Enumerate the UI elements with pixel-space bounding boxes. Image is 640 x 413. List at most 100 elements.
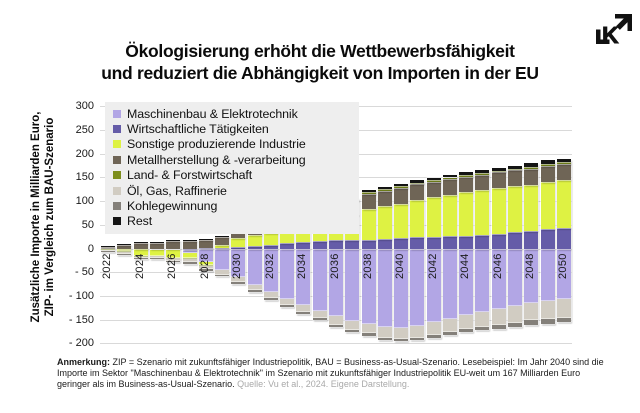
bar-segment <box>101 249 116 252</box>
bar-segment <box>556 227 571 249</box>
bar-segment <box>475 173 490 175</box>
bar-segment <box>263 245 278 249</box>
bar-segment <box>280 249 295 299</box>
logo-k-icon: K <box>596 14 632 45</box>
bar-segment <box>117 245 132 249</box>
legend-label: Maschinenbau & Elektrotechnik <box>127 106 298 121</box>
legend-label: Sonstige produzierende Industrie <box>127 137 306 152</box>
footnote-label: Anmerkung: <box>57 357 111 367</box>
bar-segment <box>166 250 181 258</box>
title-line-2: und reduziert die Abhängigkeit von Impor… <box>101 63 539 83</box>
bar-segment <box>166 258 181 262</box>
bar-segment <box>263 297 278 300</box>
y-tick-label: 100 <box>75 195 94 208</box>
bar-segment <box>394 237 409 249</box>
bar-segment <box>394 183 409 187</box>
title-line-1: Ökologisierung erhöht die Wettbewerbsfäh… <box>125 41 515 61</box>
bar-segment <box>540 166 555 183</box>
bar-segment <box>182 262 197 264</box>
bar-segment <box>149 256 164 259</box>
bar-segment <box>361 239 376 249</box>
bar-segment <box>361 193 376 209</box>
bar-segment <box>426 249 441 323</box>
x-tick-label: 2028 <box>198 253 211 279</box>
bar-segment <box>556 180 571 228</box>
y-tick-label: - 100 <box>68 289 94 302</box>
bar-segment <box>166 241 181 249</box>
bar-segment <box>442 178 457 195</box>
bar-segment <box>133 241 148 243</box>
bar-segment <box>540 249 555 302</box>
x-tick-label: 2046 <box>491 253 504 279</box>
x-tick-label: 2042 <box>426 253 439 279</box>
bar-segment <box>491 172 506 189</box>
x-tick-label: 2032 <box>263 253 276 279</box>
bar-segment <box>540 229 555 249</box>
y-tick-label: 250 <box>75 124 94 137</box>
x-tick-label: 2040 <box>394 253 407 279</box>
bar-segment <box>508 186 523 233</box>
bar-segment <box>198 264 213 266</box>
bar-segment <box>508 322 523 328</box>
bar-segment <box>312 240 327 249</box>
bar-segment <box>524 320 539 325</box>
bar-segment <box>149 249 164 256</box>
bar-segment <box>377 186 392 190</box>
logo-letter: K <box>602 22 619 45</box>
bar-segment <box>296 304 311 312</box>
bar-segment <box>296 241 311 249</box>
legend-item: Wirtschaftliche Tätigkeiten <box>113 121 351 136</box>
bar-segment <box>377 206 392 239</box>
page-title: Ökologisierung erhöht die Wettbewerbsfäh… <box>12 40 628 84</box>
bar-segment <box>442 331 457 336</box>
bar-segment <box>475 169 490 174</box>
y-tick-label: - 200 <box>68 337 94 350</box>
bar-segment <box>491 249 506 310</box>
bar-segment <box>361 249 376 324</box>
bar-segment <box>524 231 539 249</box>
bar-segment <box>475 174 490 191</box>
bar-segment <box>182 252 197 259</box>
bar-segment <box>442 174 457 178</box>
bar-segment <box>442 177 457 179</box>
bar-segment <box>459 235 474 249</box>
bar-segment <box>377 238 392 249</box>
bar-segment <box>329 240 343 249</box>
footnote-source: Quelle: Vu et al., 2024. Eigene Darstell… <box>237 378 410 389</box>
bar-segment <box>133 258 148 260</box>
bar-segment <box>426 236 441 249</box>
legend-swatch-icon <box>113 202 121 211</box>
bar-segment <box>312 310 327 319</box>
legend-item: Sonstige produzierende Industrie <box>113 137 351 152</box>
bar-segment <box>556 164 571 181</box>
legend-swatch-icon <box>113 109 121 118</box>
bar-segment <box>556 158 571 163</box>
bar-segment <box>410 184 425 200</box>
bar-segment <box>182 240 197 249</box>
x-tick-label: 2038 <box>361 253 374 279</box>
bar-segment <box>426 334 441 338</box>
bar-segment <box>296 311 311 314</box>
bar-segment <box>215 249 230 271</box>
bar-segment <box>345 240 360 249</box>
x-tick-label: 2022 <box>101 253 114 279</box>
bar-segment <box>394 186 409 188</box>
legend-label: Wirtschaftliche Tätigkeiten <box>127 122 269 137</box>
bar-segment <box>117 253 132 255</box>
bar-segment <box>280 305 295 308</box>
bar-segment <box>149 242 164 249</box>
bar-segment <box>524 166 539 169</box>
bar-segment <box>426 322 441 335</box>
x-tick-label: 2034 <box>296 253 309 279</box>
bar-segment <box>329 249 343 317</box>
bar-segment <box>475 249 490 312</box>
legend-item: Land- & Forstwirtschaft <box>113 168 351 183</box>
bar-segment <box>426 197 441 237</box>
bar-segment <box>442 194 457 237</box>
bar-segment <box>556 162 571 165</box>
y-axis-title-line-1: Zusätzliche Importe in Milliarden Euro, <box>30 111 42 323</box>
bar-segment <box>133 249 148 257</box>
bar-segment <box>394 203 409 238</box>
bar-segment <box>508 249 523 307</box>
